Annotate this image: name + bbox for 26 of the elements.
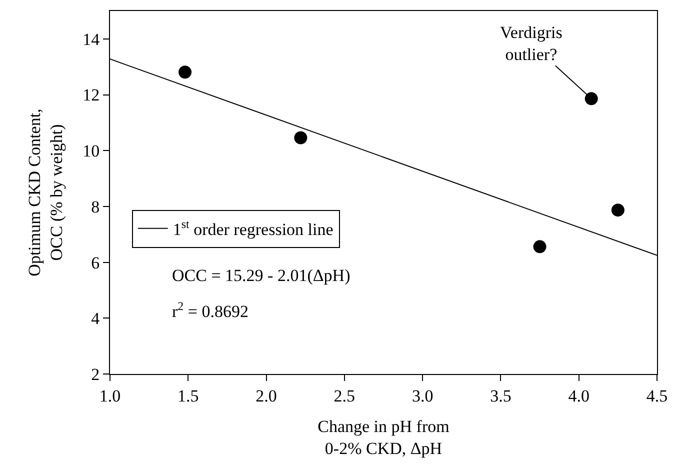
x-tick-label: 1.0 (99, 386, 121, 406)
annotation: r$^{2}$ = 0.8692 (172, 299, 248, 322)
point (533, 240, 546, 254)
legend-label: 1$^{st}$ order regression line (172, 216, 334, 239)
annotation: OCC = 15.29 - 2.01(ΔpH) (172, 266, 350, 285)
x-tick-label: 1.5 (178, 386, 199, 406)
x-tick-label: 3.5 (490, 386, 512, 406)
y-tick-label: 6 (91, 253, 100, 272)
y-tick-label: 4 (91, 309, 100, 328)
y-axis-title: Optimum CKD Content, OCC (% by weight) (25, 108, 66, 276)
x-tick-label: 2.5 (334, 386, 356, 406)
point (178, 66, 192, 79)
point (584, 92, 598, 106)
x-tick-label: 2.0 (256, 386, 277, 406)
point (294, 131, 308, 144)
y-tick-label: 12 (82, 86, 100, 105)
y-tick-label: 10 (82, 142, 100, 161)
annotation: Verdigris outlier? (500, 23, 562, 64)
x-axis-title: Change in pH from 0-2% CKD, ΔpH (318, 416, 450, 458)
y-tick-label: 14 (82, 30, 100, 49)
point (611, 204, 624, 217)
y-tick-label: 2 (91, 364, 100, 384)
x-tick-label: 4.0 (568, 386, 590, 406)
x-tick-label: 3.0 (412, 386, 434, 406)
x-tick-label: 4.5 (646, 386, 668, 406)
y-tick-label: 8 (91, 197, 100, 216)
